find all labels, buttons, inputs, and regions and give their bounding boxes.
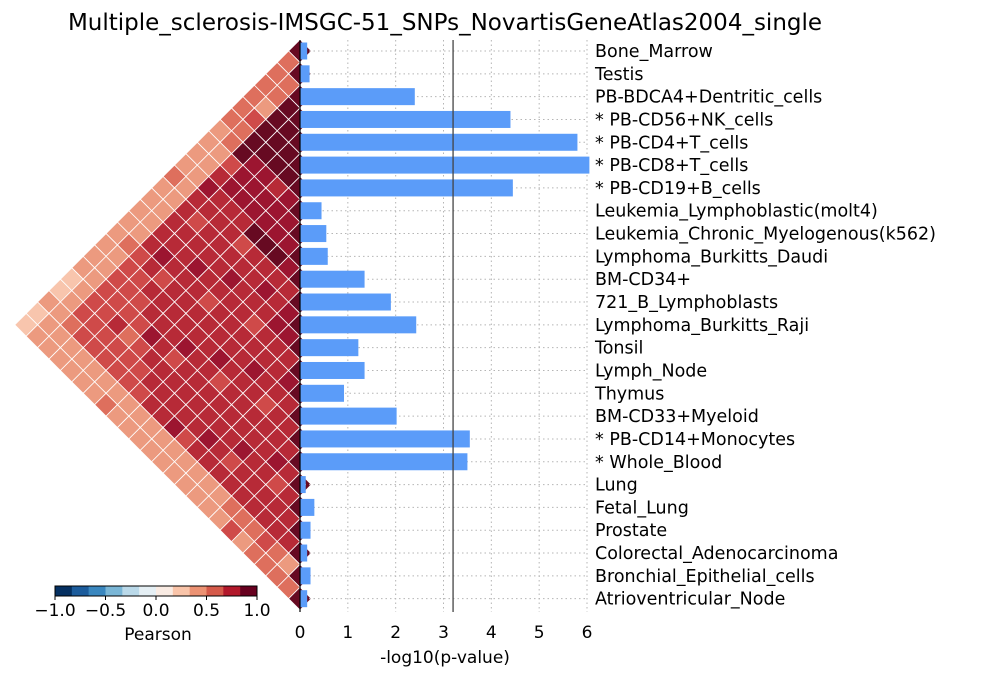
bar <box>300 270 365 288</box>
category-label: * PB-CD4+T_cells <box>595 133 748 153</box>
bar <box>300 293 391 311</box>
colorbar-tick-label: 1.0 <box>243 601 270 621</box>
category-label: * PB-CD19+B_cells <box>595 179 761 199</box>
bar <box>300 179 513 197</box>
colorbar-tick-label: 0.0 <box>142 601 169 621</box>
x-axis: 0 1 2 3 4 5 6 <box>295 623 593 643</box>
bar <box>300 110 511 128</box>
colorbar-swatch <box>189 586 207 596</box>
x-tick-label: 6 <box>582 623 593 643</box>
bar <box>300 453 468 471</box>
category-label: BM-CD34+ <box>595 270 691 290</box>
colorbar-label: Pearson <box>124 625 192 645</box>
category-label: Lymphoma_Burkitts_Daudi <box>595 247 828 267</box>
colorbar-swatch <box>156 586 174 596</box>
bar <box>300 567 311 585</box>
bar <box>300 361 365 379</box>
category-label: Prostate <box>595 521 667 541</box>
category-label: Lymph_Node <box>595 361 707 381</box>
category-label: Lung <box>595 476 638 496</box>
colorbar-swatch <box>88 586 106 596</box>
colorbar-swatch <box>105 586 123 596</box>
colorbar-swatch <box>139 586 157 596</box>
bar <box>300 225 327 243</box>
colorbar-tick-label: −0.5 <box>85 601 126 621</box>
category-label: PB-BDCA4+Dentritic_cells <box>595 88 822 108</box>
colorbar-swatch <box>240 586 258 596</box>
category-label: Testis <box>594 65 643 85</box>
x-tick-label: 0 <box>295 623 306 643</box>
category-label: 721_B_Lymphoblasts <box>595 293 778 313</box>
colorbar-swatch <box>172 586 190 596</box>
category-label: * PB-CD8+T_cells <box>595 156 748 176</box>
correlation-heatmap <box>14 39 312 611</box>
bar <box>300 384 345 402</box>
x-tick-label: 4 <box>486 623 497 643</box>
bar <box>300 316 417 334</box>
colorbar-swatch <box>55 586 73 596</box>
category-label: Leukemia_Lymphoblastic(molt4) <box>595 202 878 222</box>
colorbar-swatch <box>122 586 140 596</box>
bar <box>300 42 308 60</box>
bar-series <box>299 40 590 612</box>
bar <box>300 88 415 106</box>
x-tick-label: 1 <box>342 623 353 643</box>
bar <box>300 65 310 83</box>
category-label: Fetal_Lung <box>595 498 689 518</box>
bar <box>300 476 306 494</box>
bar <box>300 339 359 357</box>
colorbar: −1.0 −0.5 0.0 0.5 1.0 Pearson <box>34 585 271 645</box>
category-label: Tonsil <box>594 339 643 359</box>
x-axis-label: -log10(p-value) <box>380 648 510 668</box>
bar <box>300 590 308 608</box>
chart-title: Multiple_sclerosis-IMSGC-51_SNPs_Novarti… <box>68 10 822 36</box>
category-label: * PB-CD14+Monocytes <box>595 430 795 450</box>
category-label: Leukemia_Chronic_Myelogenous(k562) <box>595 225 936 245</box>
category-label: Thymus <box>594 384 664 404</box>
bar <box>300 498 315 516</box>
colorbar-swatch <box>223 586 241 596</box>
bar <box>300 156 590 174</box>
category-label: Atrioventricular_Node <box>595 590 785 610</box>
bar <box>300 407 397 425</box>
bar <box>300 133 578 151</box>
category-label: Colorectal_Adenocarcinoma <box>595 544 838 564</box>
x-tick-label: 2 <box>390 623 401 643</box>
category-label: * PB-CD56+NK_cells <box>595 110 773 130</box>
bar <box>300 521 311 539</box>
colorbar-swatch <box>71 586 89 596</box>
x-tick-label: 5 <box>534 623 545 643</box>
colorbar-tick-label: 0.5 <box>193 601 220 621</box>
category-label: * Whole_Blood <box>595 453 722 473</box>
category-labels: Bone_Marrow Testis PB-BDCA4+Dentritic_cell… <box>594 42 936 610</box>
x-tick-label: 3 <box>438 623 449 643</box>
category-label: Lymphoma_Burkitts_Raji <box>595 316 809 336</box>
colorbar-swatch <box>206 586 224 596</box>
colorbar-tick-label: −1.0 <box>34 601 75 621</box>
bar <box>300 544 308 562</box>
category-label: Bone_Marrow <box>595 42 713 62</box>
bar <box>300 430 470 448</box>
category-label: BM-CD33+Myeloid <box>595 407 759 427</box>
category-label: Bronchial_Epithelial_cells <box>595 567 815 587</box>
bar <box>300 247 328 265</box>
bar <box>300 202 322 220</box>
